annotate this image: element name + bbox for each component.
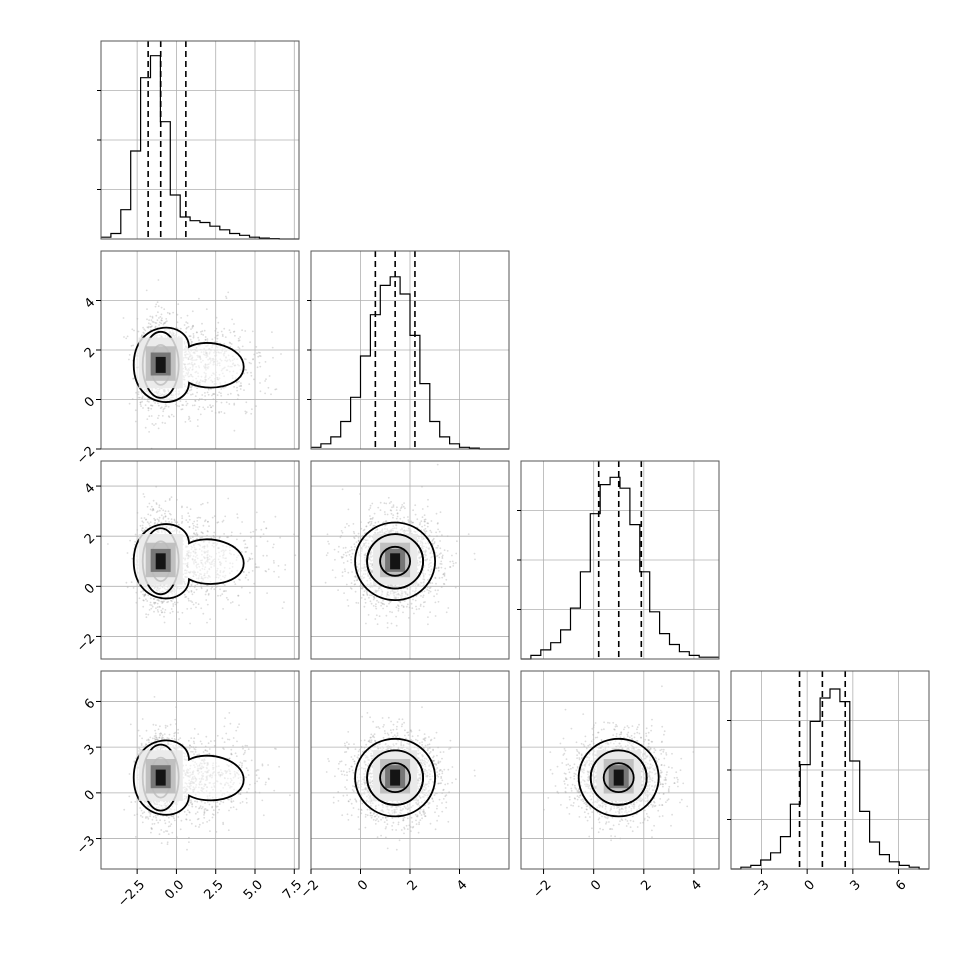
contour-ring-4-3-1 bbox=[589, 749, 648, 806]
x-tick-label-4-3: 3 bbox=[847, 877, 863, 893]
density-core-top-3-2 bbox=[390, 553, 401, 570]
x-tick-label-2-2: 0 bbox=[355, 877, 371, 893]
marks-layer bbox=[101, 41, 929, 870]
panel-frame-3-2 bbox=[310, 460, 510, 660]
density-core-top-2-1 bbox=[155, 356, 166, 373]
contour-ring-4-3-2 bbox=[602, 762, 635, 793]
y-tick-label-2-4: 4 bbox=[82, 295, 98, 311]
density-core-top-4-1 bbox=[155, 769, 166, 786]
y-tick-label-4-3: 3 bbox=[82, 742, 98, 758]
x-tick-label-1-3: 2.5 bbox=[202, 877, 227, 902]
y-tick-label-3-4: 4 bbox=[82, 481, 98, 497]
frames-layer bbox=[100, 40, 930, 870]
x-tick-label-3-4: 4 bbox=[689, 877, 705, 893]
x-tick-label-3-1: −2 bbox=[530, 877, 554, 901]
x-tick-label-2-3: 2 bbox=[405, 877, 421, 893]
x-tick-label-3-3: 2 bbox=[638, 877, 654, 893]
histogram-step-2 bbox=[311, 276, 509, 450]
density-core-top-3-1 bbox=[155, 553, 166, 570]
x-tick-label-4-1: −3 bbox=[748, 877, 772, 901]
density-core-top-4-2 bbox=[390, 769, 401, 786]
panel-frame-4-3 bbox=[520, 670, 720, 870]
contour-ring-4-2-2 bbox=[379, 762, 412, 793]
x-tick-label-1-2: 0.0 bbox=[162, 877, 187, 902]
y-tick-label-4-4: 6 bbox=[82, 696, 98, 712]
panel-frame-4-1 bbox=[100, 670, 300, 870]
contour-ring-3-2-1 bbox=[366, 533, 425, 590]
x-tick-label-4-2: 0 bbox=[802, 877, 818, 893]
x-tick-label-2-4: 4 bbox=[454, 877, 470, 893]
y-tick-label-3-2: 0 bbox=[82, 581, 98, 597]
grid-layer bbox=[101, 41, 929, 869]
y-tick-label-4-2: 0 bbox=[82, 788, 98, 804]
y-tick-label-3-1: −2 bbox=[74, 631, 98, 655]
x-tick-label-1-1: −2.5 bbox=[115, 877, 148, 910]
histogram-step-3 bbox=[521, 476, 719, 660]
x-tick-label-4-4: 6 bbox=[893, 877, 909, 893]
histogram-step-1 bbox=[101, 55, 299, 240]
contour-ring-4-2-1 bbox=[366, 749, 425, 806]
y-tick-label-2-1: −2 bbox=[74, 444, 98, 468]
y-tick-label-2-3: 2 bbox=[82, 345, 98, 361]
y-tick-label-3-3: 2 bbox=[82, 531, 98, 547]
contour-ring-3-2-2 bbox=[379, 545, 412, 577]
x-tick-label-1-4: 5.0 bbox=[241, 877, 266, 902]
density-core-top-4-3 bbox=[613, 769, 624, 786]
panel-frame-3-1 bbox=[100, 460, 300, 660]
x-tick-label-2-1: −2 bbox=[298, 877, 322, 901]
x-tick-label-3-2: 0 bbox=[588, 877, 604, 893]
y-tick-label-2-2: 0 bbox=[82, 394, 98, 410]
y-tick-label-4-1: −3 bbox=[74, 833, 98, 857]
histogram-step-4 bbox=[731, 688, 929, 870]
